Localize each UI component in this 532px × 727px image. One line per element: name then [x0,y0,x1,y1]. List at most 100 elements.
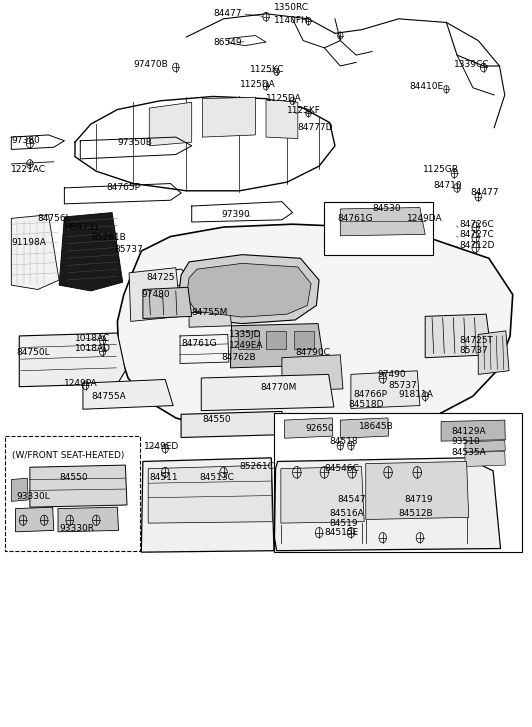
Polygon shape [478,331,509,374]
Text: 84777D: 84777D [298,123,334,132]
Text: 1125DA: 1125DA [266,95,302,103]
Text: 1125KC: 1125KC [250,65,285,74]
Text: 84766P: 84766P [354,390,387,399]
Polygon shape [59,212,123,291]
Text: 1125KF: 1125KF [287,106,321,116]
Polygon shape [11,214,59,289]
Text: 84725: 84725 [147,273,175,282]
Text: 97480: 97480 [142,290,170,299]
Text: 84518: 84518 [330,438,358,446]
Text: 1249EA: 1249EA [229,341,263,350]
Polygon shape [340,418,388,438]
Text: 84410E: 84410E [409,82,443,91]
Text: 18645B: 18645B [359,422,394,431]
Polygon shape [30,465,127,507]
Text: 85261B: 85261B [91,233,126,243]
Text: 84511: 84511 [149,473,178,482]
Text: 91811A: 91811A [398,390,434,399]
Text: 84515E: 84515E [325,528,359,537]
Text: 97350B: 97350B [118,138,152,148]
Polygon shape [230,324,325,368]
Text: 84512B: 84512B [398,509,433,518]
Text: 1018AC: 1018AC [75,334,110,342]
Text: 84547: 84547 [338,494,366,504]
Text: 1140FH: 1140FH [274,16,309,25]
Text: 1249PA: 1249PA [64,379,98,387]
Text: 1018AD: 1018AD [75,345,111,353]
Bar [266,331,286,349]
Polygon shape [11,478,28,502]
Polygon shape [189,311,231,327]
Text: 85737: 85737 [460,346,488,355]
Polygon shape [181,411,285,438]
Polygon shape [19,333,126,387]
Polygon shape [282,355,343,391]
Text: 84550: 84550 [59,473,88,482]
Polygon shape [425,314,492,358]
Polygon shape [118,224,513,433]
Text: 84755M: 84755M [192,308,228,317]
Polygon shape [266,100,298,139]
Text: H84731: H84731 [64,223,99,233]
Text: 84513C: 84513C [200,473,235,482]
Text: 1249ED: 1249ED [144,442,179,451]
Text: 84518D: 84518D [348,401,384,409]
Polygon shape [465,451,505,467]
Text: 91198A: 91198A [11,238,46,247]
Text: 84725T: 84725T [460,336,494,345]
Polygon shape [275,458,501,551]
Text: 84750L: 84750L [16,348,50,357]
Polygon shape [281,467,364,523]
Text: 1249DA: 1249DA [406,214,442,223]
Bar [238,331,259,349]
Polygon shape [83,379,173,409]
Text: 97490: 97490 [377,370,406,379]
Polygon shape [143,287,192,318]
Text: 84530: 84530 [372,204,401,214]
Text: 93510: 93510 [452,438,480,446]
Text: 97390: 97390 [221,210,250,220]
Polygon shape [366,462,469,520]
Polygon shape [129,268,181,321]
Text: 84519: 84519 [330,518,358,528]
Text: 1339CC: 1339CC [454,60,490,69]
Text: 1125DA: 1125DA [239,80,275,89]
Bar [294,331,314,349]
Text: 84765P: 84765P [107,183,141,193]
Text: 93330R: 93330R [59,523,94,533]
Bar [274,413,522,553]
Text: 84770M: 84770M [261,383,297,392]
Polygon shape [340,207,425,236]
Text: 84129A: 84129A [452,427,486,436]
Text: 1221AC: 1221AC [11,164,46,174]
Text: 97380: 97380 [11,135,40,145]
Polygon shape [15,507,54,532]
Text: 84755A: 84755A [91,392,126,401]
Polygon shape [202,97,255,137]
Text: 84790C: 84790C [295,348,330,357]
Text: 84726C: 84726C [460,220,494,229]
Polygon shape [148,465,272,523]
Polygon shape [465,441,505,452]
Text: (W/FRONT SEAT-HEATED): (W/FRONT SEAT-HEATED) [12,451,124,460]
Text: 84762B: 84762B [221,353,255,362]
Text: 84727C: 84727C [460,230,494,239]
Polygon shape [201,374,334,411]
Text: 84710: 84710 [433,181,462,190]
Text: 84719: 84719 [404,494,433,504]
Text: 84477: 84477 [470,188,499,198]
Text: 84477: 84477 [213,9,242,18]
Text: 84761G: 84761G [338,214,373,223]
Polygon shape [58,507,119,532]
Text: 97470B: 97470B [134,60,168,69]
Polygon shape [178,254,319,324]
FancyBboxPatch shape [5,436,140,551]
Polygon shape [441,420,505,441]
Text: 1125GB: 1125GB [422,164,459,174]
Text: 85737: 85737 [115,245,144,254]
Text: 84516A: 84516A [330,509,364,518]
Text: 84550: 84550 [202,415,231,424]
Text: 85261C: 85261C [239,462,275,471]
Bar [325,202,433,254]
Polygon shape [285,418,333,438]
